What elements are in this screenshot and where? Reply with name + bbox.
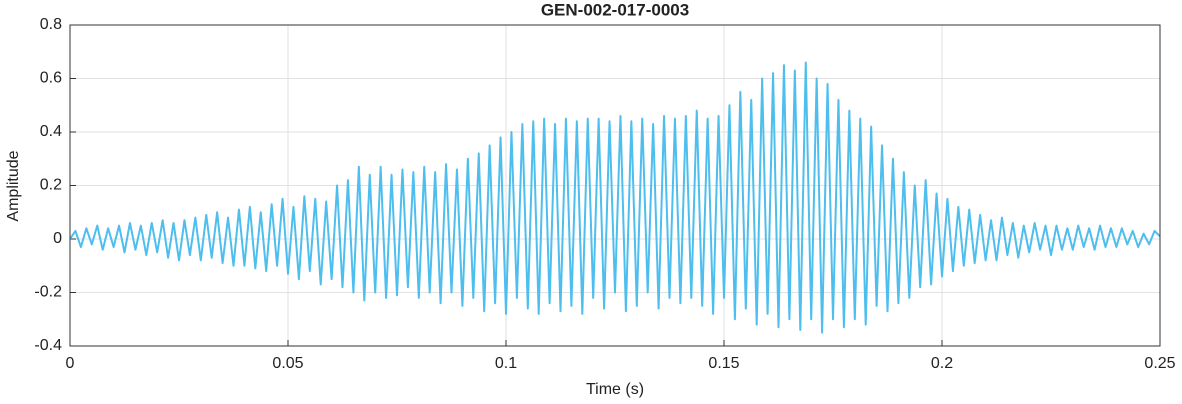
x-tick-label: 0.2: [931, 355, 953, 372]
axes-box: [69, 24, 1161, 347]
x-tick-label: 0.25: [1144, 355, 1175, 372]
y-tick-label: 0.4: [40, 123, 62, 140]
y-tick-label: 0: [53, 230, 62, 247]
chart-title: GEN-002-017-0003: [541, 0, 689, 19]
y-axis-label: Amplitude: [5, 150, 22, 221]
x-tick-label: 0.05: [272, 355, 303, 372]
y-tick-label: -0.2: [34, 284, 62, 301]
x-axis-label: Time (s): [586, 381, 644, 398]
y-tick-label: -0.4: [34, 337, 62, 354]
waveform: [69, 61, 1161, 334]
x-tick-label: 0.15: [708, 355, 739, 372]
x-tick-label: 0.1: [495, 355, 517, 372]
y-tick-label: 0.8: [40, 16, 62, 33]
y-tick-label: 0.2: [40, 177, 62, 194]
y-tick-label: 0.6: [40, 70, 62, 87]
x-tick-label: 0: [66, 355, 75, 372]
